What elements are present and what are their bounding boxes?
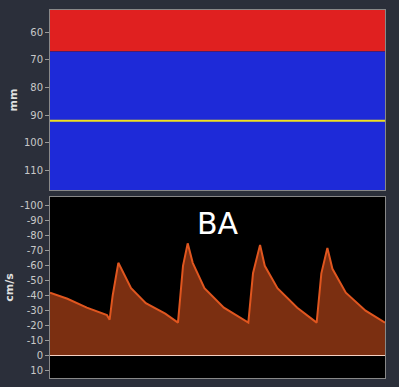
- svg-text:mm: mm: [7, 89, 20, 112]
- svg-text:-60: -60: [27, 260, 43, 271]
- svg-text:80: 80: [30, 82, 43, 93]
- svg-text:-70: -70: [27, 245, 43, 256]
- svg-text:-10: -10: [27, 335, 43, 346]
- svg-text:-40: -40: [27, 290, 43, 301]
- svg-text:-90: -90: [27, 215, 43, 226]
- svg-text:100: 100: [24, 137, 43, 148]
- svg-text:-20: -20: [27, 320, 43, 331]
- svg-text:-80: -80: [27, 230, 43, 241]
- svg-text:10: 10: [30, 365, 43, 376]
- svg-text:BA: BA: [197, 206, 239, 241]
- svg-text:70: 70: [30, 54, 43, 65]
- svg-text:-100: -100: [20, 200, 43, 211]
- svg-text:90: 90: [30, 110, 43, 121]
- svg-text:0: 0: [37, 350, 43, 361]
- svg-text:cm/s: cm/s: [3, 273, 16, 302]
- svg-text:60: 60: [30, 27, 43, 38]
- svg-text:-30: -30: [27, 305, 43, 316]
- svg-text:110: 110: [24, 165, 43, 176]
- svg-text:-50: -50: [27, 275, 43, 286]
